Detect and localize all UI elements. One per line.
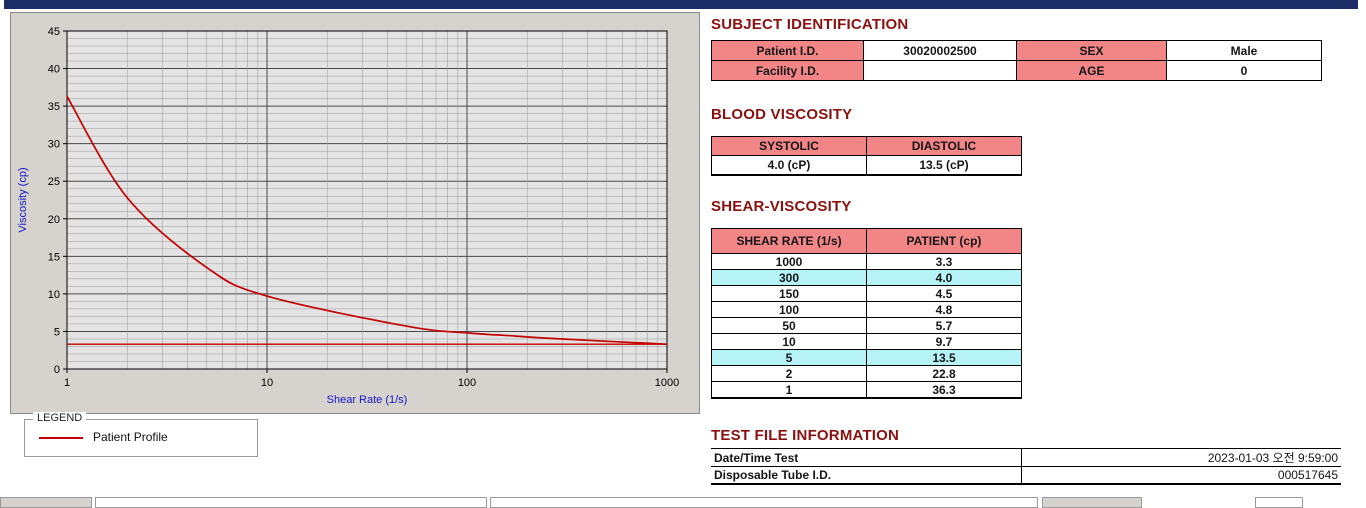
legend-series-label: Patient Profile	[93, 430, 168, 444]
blood-viscosity-heading: BLOOD VISCOSITY	[711, 106, 853, 123]
table-row: Date/Time Test 2023-01-03 오전 9:59:00	[711, 448, 1341, 467]
table-row: 1 36.3	[711, 381, 1022, 399]
svg-text:35: 35	[48, 101, 60, 113]
patient-viscosity-cell: 22.8	[866, 365, 1022, 382]
diastolic-header-cell: DIASTOLIC	[866, 136, 1022, 156]
shear-viscosity-table: SHEAR RATE (1/s) PATIENT (cp) 1000 3.3 3…	[711, 228, 1022, 399]
table-row: 1000 3.3	[711, 253, 1022, 270]
patient-header-cell: PATIENT (cp)	[866, 228, 1022, 254]
patient-viscosity-cell: 4.8	[866, 301, 1022, 318]
svg-text:10: 10	[48, 289, 60, 301]
patient-viscosity-cell: 36.3	[866, 381, 1022, 399]
svg-text:0: 0	[54, 364, 60, 376]
patient-viscosity-cell: 4.0	[866, 269, 1022, 286]
svg-text:1000: 1000	[655, 377, 679, 389]
disposable-tube-id-label-cell: Disposable Tube I.D.	[711, 466, 1021, 485]
shear-rate-cell: 5	[711, 349, 867, 366]
table-row: 10 9.7	[711, 333, 1022, 350]
bottom-panel-5[interactable]	[1255, 497, 1303, 508]
patient-viscosity-cell: 9.7	[866, 333, 1022, 350]
age-value-cell: 0	[1166, 60, 1322, 81]
window-top-bar	[4, 0, 1358, 9]
shear-viscosity-heading: SHEAR-VISCOSITY	[711, 198, 852, 215]
svg-text:20: 20	[48, 214, 60, 226]
viscosity-chart: 0 5 10 15 20 25 30 35 40 45 1 10 100 1000 Shear Rate (…	[17, 26, 679, 406]
svg-text:45: 45	[48, 26, 60, 38]
test-file-information-heading: TEST FILE INFORMATION	[711, 427, 900, 444]
sex-value-cell: Male	[1166, 40, 1322, 61]
patient-profile-line-swatch	[39, 437, 83, 439]
facility-id-label-cell: Facility I.D.	[711, 60, 864, 81]
subject-identification-table: Patient I.D. 30020002500 SEX Male Facili…	[711, 40, 1322, 81]
patient-viscosity-cell: 4.5	[866, 285, 1022, 302]
shear-rate-cell: 1	[711, 381, 867, 399]
table-row: Facility I.D. AGE 0	[711, 60, 1322, 81]
shear-rate-header-cell: SHEAR RATE (1/s)	[711, 228, 867, 254]
svg-text:Viscosity (cp): Viscosity (cp)	[17, 167, 29, 232]
sex-label-cell: SEX	[1016, 40, 1167, 61]
viscosity-chart-panel: 0 5 10 15 20 25 30 35 40 45 1 10 100 1000 Shear Rate (…	[10, 12, 700, 414]
shear-rate-cell: 300	[711, 269, 867, 286]
shear-rate-cell: 150	[711, 285, 867, 302]
svg-text:Shear Rate (1/s): Shear Rate (1/s)	[327, 394, 408, 406]
patient-viscosity-cell: 13.5	[866, 349, 1022, 366]
patient-id-label-cell: Patient I.D.	[711, 40, 864, 61]
date-time-test-value-cell: 2023-01-03 오전 9:59:00	[1020, 448, 1341, 467]
shear-rate-cell: 1000	[711, 253, 867, 270]
bottom-panel-2[interactable]	[95, 497, 487, 508]
shear-rate-cell: 10	[711, 333, 867, 350]
table-row: SYSTOLIC DIASTOLIC	[711, 136, 1022, 156]
svg-text:40: 40	[48, 64, 60, 76]
shear-rate-cell: 2	[711, 365, 867, 382]
bottom-panel-3[interactable]	[490, 497, 1038, 508]
svg-text:10: 10	[261, 377, 273, 389]
table-header-row: SHEAR RATE (1/s) PATIENT (cp)	[711, 228, 1022, 254]
svg-text:5: 5	[54, 326, 60, 338]
table-row: 100 4.8	[711, 301, 1022, 318]
table-row: Patient I.D. 30020002500 SEX Male	[711, 40, 1322, 61]
disposable-tube-id-value-cell: 000517645	[1020, 466, 1341, 485]
bottom-panel-1[interactable]	[0, 497, 92, 508]
systolic-header-cell: SYSTOLIC	[711, 136, 867, 156]
diastolic-value-cell: 13.5 (cP)	[866, 155, 1022, 176]
table-row: Disposable Tube I.D. 000517645	[711, 466, 1341, 485]
svg-text:1: 1	[64, 377, 70, 389]
svg-text:100: 100	[458, 377, 476, 389]
date-time-test-label-cell: Date/Time Test	[711, 448, 1021, 467]
table-row: 4.0 (cP) 13.5 (cP)	[711, 155, 1022, 176]
svg-text:15: 15	[48, 251, 60, 263]
table-row: 2 22.8	[711, 365, 1022, 382]
svg-text:25: 25	[48, 176, 60, 188]
shear-rate-cell: 50	[711, 317, 867, 334]
blood-viscosity-table: SYSTOLIC DIASTOLIC 4.0 (cP) 13.5 (cP)	[711, 136, 1022, 176]
age-label-cell: AGE	[1016, 60, 1167, 81]
shear-rate-cell: 100	[711, 301, 867, 318]
patient-viscosity-cell: 5.7	[866, 317, 1022, 334]
facility-id-value-cell	[863, 60, 1017, 81]
patient-viscosity-cell: 3.3	[866, 253, 1022, 270]
subject-identification-heading: SUBJECT IDENTIFICATION	[711, 16, 909, 33]
bottom-panel-4[interactable]	[1042, 497, 1142, 508]
systolic-value-cell: 4.0 (cP)	[711, 155, 867, 176]
legend-title: LEGEND	[33, 412, 87, 424]
svg-text:30: 30	[48, 139, 60, 151]
table-row: 5 13.5	[711, 349, 1022, 366]
patient-id-value-cell: 30020002500	[863, 40, 1017, 61]
table-row: 150 4.5	[711, 285, 1022, 302]
legend-box: LEGEND Patient Profile	[24, 412, 258, 457]
test-file-information-table: Date/Time Test 2023-01-03 오전 9:59:00 Dis…	[711, 448, 1341, 485]
table-row: 50 5.7	[711, 317, 1022, 334]
table-row: 300 4.0	[711, 269, 1022, 286]
